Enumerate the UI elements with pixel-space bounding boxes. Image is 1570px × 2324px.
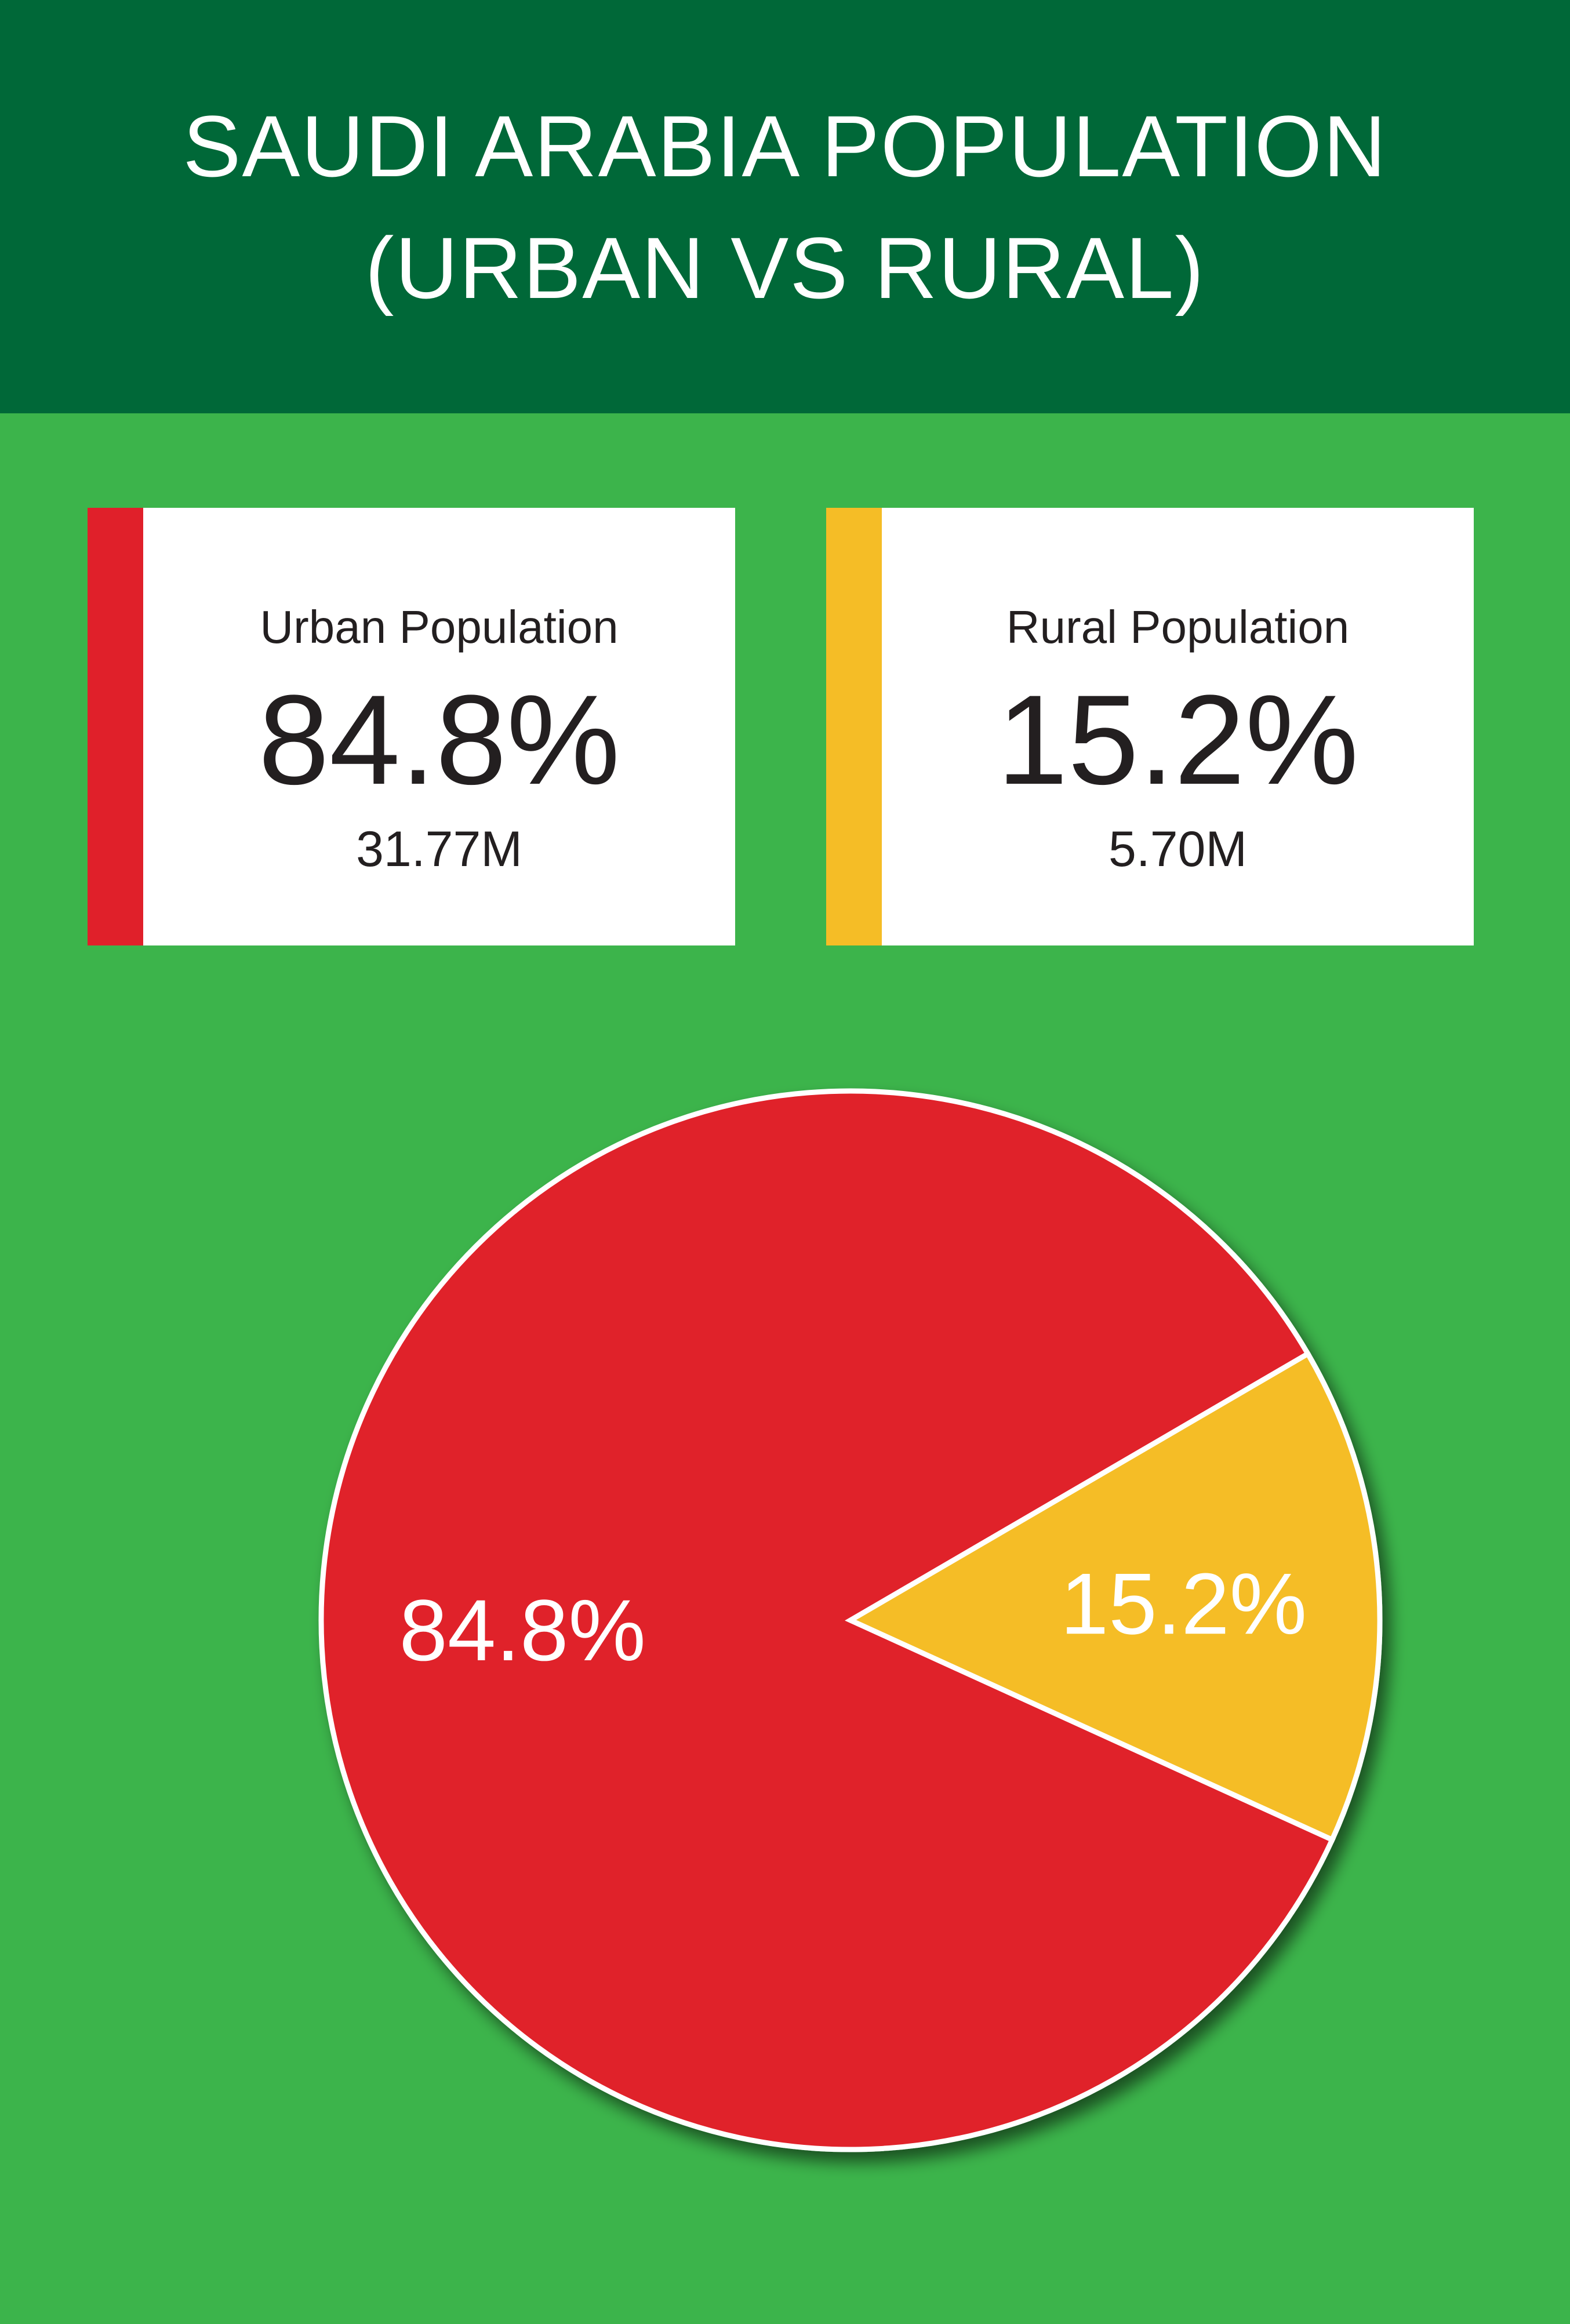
rural-card-content: Rural Population 15.2% 5.70M <box>882 508 1474 945</box>
urban-population-label: Urban Population <box>260 601 619 653</box>
rural-population-label: Rural Population <box>1006 601 1350 653</box>
pie-slice-urban <box>318 1088 1336 2152</box>
urban-card-content: Urban Population 84.8% 31.77M <box>143 508 735 945</box>
urban-accent-bar <box>88 508 143 945</box>
page-title-line-1: SAUDI ARABIA POPULATION <box>183 97 1387 195</box>
page-title-line-2: (URBAN VS RURAL) <box>365 219 1205 317</box>
rural-population-count: 5.70M <box>1108 821 1248 877</box>
rural-population-card: Rural Population 15.2% 5.70M <box>826 508 1474 945</box>
urban-population-percent: 84.8% <box>258 668 620 811</box>
rural-population-percent: 15.2% <box>997 668 1359 811</box>
pie-label-urban: 84.8% <box>399 1581 646 1679</box>
rural-accent-bar <box>826 508 882 945</box>
pie-labels-group: 84.8% 15.2% <box>399 1555 1307 1679</box>
urban-population-count: 31.77M <box>356 821 522 877</box>
pie-slices-group <box>318 1088 1383 2152</box>
urban-population-card: Urban Population 84.8% 31.77M <box>88 508 735 945</box>
pie-slice-rural <box>845 1350 1383 1843</box>
header: SAUDI ARABIA POPULATION (URBAN VS RURAL) <box>0 0 1570 413</box>
pie-label-rural: 15.2% <box>1060 1555 1307 1652</box>
